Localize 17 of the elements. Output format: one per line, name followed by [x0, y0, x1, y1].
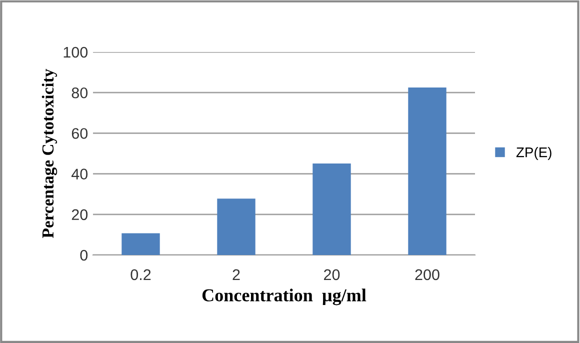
x-tick-label: 2 — [232, 269, 240, 280]
y-tick-label: 100 — [64, 46, 88, 58]
x-axis-title: Concentration µg/ml — [202, 288, 366, 306]
bar — [408, 88, 446, 255]
y-tick-label: 60 — [72, 128, 88, 139]
x-tick-label: 0.2 — [130, 269, 151, 280]
bar — [217, 198, 256, 255]
bar — [122, 233, 160, 255]
x-tick-label: 200 — [415, 269, 440, 280]
bar — [312, 163, 351, 255]
x-tick-label: 20 — [324, 269, 340, 280]
legend-label: ZP(E) — [516, 147, 552, 160]
y-tick-label: 80 — [72, 87, 88, 98]
y-axis-title: Percentage Cytotoxicity — [42, 68, 58, 238]
y-tick-label: 20 — [72, 209, 88, 220]
y-tick-label: 0 — [80, 250, 88, 261]
y-tick-label: 40 — [72, 168, 88, 180]
